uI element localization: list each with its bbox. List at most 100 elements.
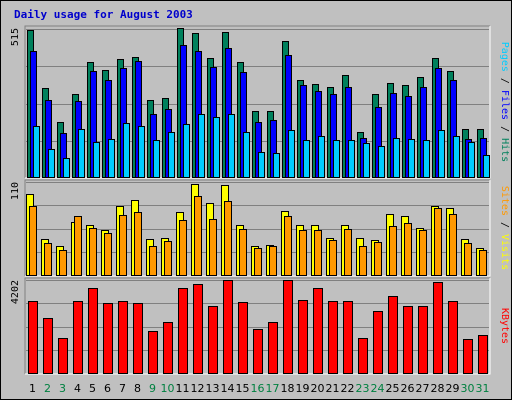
bar-kbytes-day-19 xyxy=(298,300,308,374)
bar-pages-day-17 xyxy=(273,153,280,178)
bar-sites-day-8 xyxy=(134,212,142,276)
day-label-18: 18 xyxy=(281,382,295,395)
chart-title: Daily usage for August 2003 xyxy=(14,8,193,21)
bar-sites-day-2 xyxy=(44,243,52,276)
bar-sites-day-10 xyxy=(164,241,172,276)
bar-sites-day-21 xyxy=(329,240,337,276)
day-label-28: 28 xyxy=(431,382,445,395)
chart-panels: 515 Pages / Files / Hits 110 Sites / Visits… xyxy=(10,25,510,375)
day-label-13: 13 xyxy=(206,382,220,395)
legend-files: Files xyxy=(499,90,510,120)
bar-kbytes-day-15 xyxy=(238,302,248,374)
bar-kbytes-day-31 xyxy=(478,335,488,374)
day-label-16: 16 xyxy=(251,382,265,395)
bar-sites-day-12 xyxy=(194,196,202,276)
bar-sites-day-6 xyxy=(104,233,112,276)
bar-sites-day-28 xyxy=(434,208,442,276)
day-label-21: 21 xyxy=(326,382,340,395)
bar-kbytes-day-1 xyxy=(28,301,38,374)
day-label-26: 26 xyxy=(401,382,415,395)
bar-kbytes-day-30 xyxy=(463,339,473,374)
bar-kbytes-day-28 xyxy=(433,282,443,374)
day-label-31: 31 xyxy=(476,382,490,395)
day-label-29: 29 xyxy=(446,382,460,395)
legend-visits: Visits xyxy=(499,234,510,270)
bar-pages-day-3 xyxy=(63,158,70,178)
day-label-10: 10 xyxy=(161,382,175,395)
bar-pages-day-29 xyxy=(453,136,460,178)
bar-kbytes-day-12 xyxy=(193,284,203,374)
bar-sites-day-18 xyxy=(284,216,292,276)
bar-sites-day-17 xyxy=(269,246,277,276)
bar-sites-day-1 xyxy=(29,206,37,276)
bar-kbytes-day-13 xyxy=(208,306,218,374)
bar-sites-day-11 xyxy=(179,220,187,276)
day-label-1: 1 xyxy=(29,382,36,395)
bar-pages-day-13 xyxy=(213,117,220,178)
bar-pages-day-9 xyxy=(153,140,160,178)
bar-kbytes-day-9 xyxy=(148,331,158,374)
bar-pages-day-26 xyxy=(408,139,415,178)
bar-kbytes-day-24 xyxy=(373,311,383,374)
bar-sites-day-25 xyxy=(389,226,397,276)
bar-kbytes-day-7 xyxy=(118,301,128,374)
bar-sites-day-14 xyxy=(224,201,232,276)
bar-pages-day-31 xyxy=(483,155,490,178)
bar-pages-day-20 xyxy=(318,136,325,178)
day-label-20: 20 xyxy=(311,382,325,395)
bar-kbytes-day-21 xyxy=(328,301,338,374)
bar-kbytes-day-11 xyxy=(178,288,188,374)
bar-kbytes-day-22 xyxy=(343,301,353,374)
bar-pages-day-1 xyxy=(33,126,40,178)
bar-sites-day-29 xyxy=(449,214,457,276)
bar-kbytes-day-6 xyxy=(103,303,113,374)
bar-sites-day-15 xyxy=(239,229,247,276)
bar-pages-day-11 xyxy=(183,124,190,178)
bar-kbytes-day-17 xyxy=(268,322,278,374)
bar-sites-day-31 xyxy=(479,250,487,276)
day-label-23: 23 xyxy=(356,382,370,395)
day-label-17: 17 xyxy=(266,382,280,395)
legend-hits: Hits xyxy=(499,138,510,162)
legend-sites: Sites xyxy=(499,186,510,216)
bar-kbytes-day-2 xyxy=(43,318,53,374)
bar-pages-day-28 xyxy=(438,130,445,178)
day-label-22: 22 xyxy=(341,382,355,395)
bar-pages-day-21 xyxy=(333,140,340,178)
bar-kbytes-day-20 xyxy=(313,288,323,374)
bar-pages-day-23 xyxy=(363,143,370,178)
bar-kbytes-day-23 xyxy=(358,338,368,374)
bar-pages-day-5 xyxy=(93,142,100,178)
bar-pages-day-25 xyxy=(393,138,400,178)
bar-pages-day-16 xyxy=(258,152,265,178)
bar-pages-day-18 xyxy=(288,130,295,178)
bar-sites-day-16 xyxy=(254,248,262,276)
bar-pages-day-6 xyxy=(108,139,115,178)
day-labels: 1 2 3 4 5 6 7 8 9 10 11 12 13 14 15 16 17 18 19 20 21 22 23 24 2… xyxy=(29,382,490,395)
bar-kbytes-day-3 xyxy=(58,338,68,374)
bar-kbytes-day-26 xyxy=(403,306,413,374)
day-label-11: 11 xyxy=(176,382,190,395)
bar-sites-day-26 xyxy=(404,223,412,276)
bar-kbytes-day-4 xyxy=(73,301,83,374)
bar-pages-day-2 xyxy=(48,149,55,178)
panel-top-bevel-dark xyxy=(24,25,490,178)
bar-sites-day-24 xyxy=(374,242,382,276)
bar-pages-day-12 xyxy=(198,114,205,178)
bar-kbytes-day-8 xyxy=(133,303,143,374)
panel-middle-ymax-label: 110 xyxy=(10,182,21,200)
bar-sites-day-3 xyxy=(59,250,67,276)
day-label-3: 3 xyxy=(59,382,66,395)
panel-bottom-ymax-label: 4202 xyxy=(10,280,21,304)
day-label-2: 2 xyxy=(44,382,51,395)
bar-sites-day-27 xyxy=(419,230,427,276)
bar-pages-day-8 xyxy=(138,126,145,178)
day-label-12: 12 xyxy=(191,382,205,395)
panel-top: 515 Pages / Files / Hits xyxy=(10,25,510,179)
bar-kbytes-day-10 xyxy=(163,322,173,374)
day-label-14: 14 xyxy=(221,382,235,395)
bar-sites-day-20 xyxy=(314,230,322,276)
legend-separator: / xyxy=(499,120,510,138)
day-label-15: 15 xyxy=(236,382,250,395)
